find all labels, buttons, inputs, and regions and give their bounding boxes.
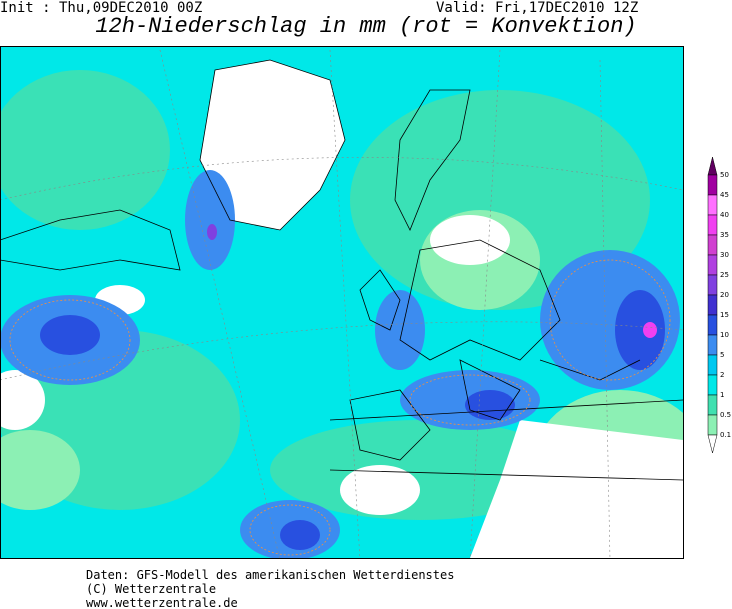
- legend-label: 20: [720, 291, 729, 299]
- legend-swatch: [707, 194, 718, 216]
- footer-line: www.wetterzentrale.de: [86, 596, 238, 609]
- legend-label: 40: [720, 211, 729, 219]
- legend-swatch: [707, 414, 718, 436]
- legend-label: 30: [720, 251, 729, 259]
- legend-label: 10: [720, 331, 729, 339]
- legend-label: 45: [720, 191, 729, 199]
- map: [0, 46, 683, 558]
- legend-label: 50: [720, 171, 729, 179]
- legend-swatch: [707, 274, 718, 296]
- legend-cap: [707, 156, 718, 176]
- legend-label: 25: [720, 271, 729, 279]
- legend-swatch: [707, 254, 718, 276]
- legend-label: 2: [720, 371, 724, 379]
- legend-label: 35: [720, 231, 729, 239]
- legend-label: 0.1: [720, 431, 731, 439]
- legend-label: 0.5: [720, 411, 731, 419]
- init-time: Init : Thu,09DEC2010 00Z: [0, 0, 203, 16]
- legend-swatch: [707, 334, 718, 356]
- legend-swatch: [707, 374, 718, 396]
- legend-swatch: [707, 294, 718, 316]
- legend-label: 15: [720, 311, 729, 319]
- map-title: 12h-Niederschlag in mm (rot = Konvektion…: [95, 14, 637, 39]
- legend-label: 5: [720, 351, 724, 359]
- legend-label: 1: [720, 391, 724, 399]
- footer-line: Daten: GFS-Modell des amerikanischen Wet…: [86, 568, 455, 582]
- legend-swatch: [707, 214, 718, 236]
- legend: 50 45 40 35 30 25 20 15 10 5 2 1 0.5 0.1: [707, 156, 731, 454]
- legend-cap: [707, 434, 718, 454]
- legend-swatch: [707, 354, 718, 376]
- legend-swatch: [707, 314, 718, 336]
- footer-line: (C) Wetterzentrale: [86, 582, 217, 596]
- legend-swatch: [707, 394, 718, 416]
- legend-swatch: [707, 174, 718, 196]
- valid-time: Valid: Fri,17DEC2010 12Z: [436, 0, 639, 16]
- map-frame: [0, 46, 684, 559]
- legend-swatch: [707, 234, 718, 256]
